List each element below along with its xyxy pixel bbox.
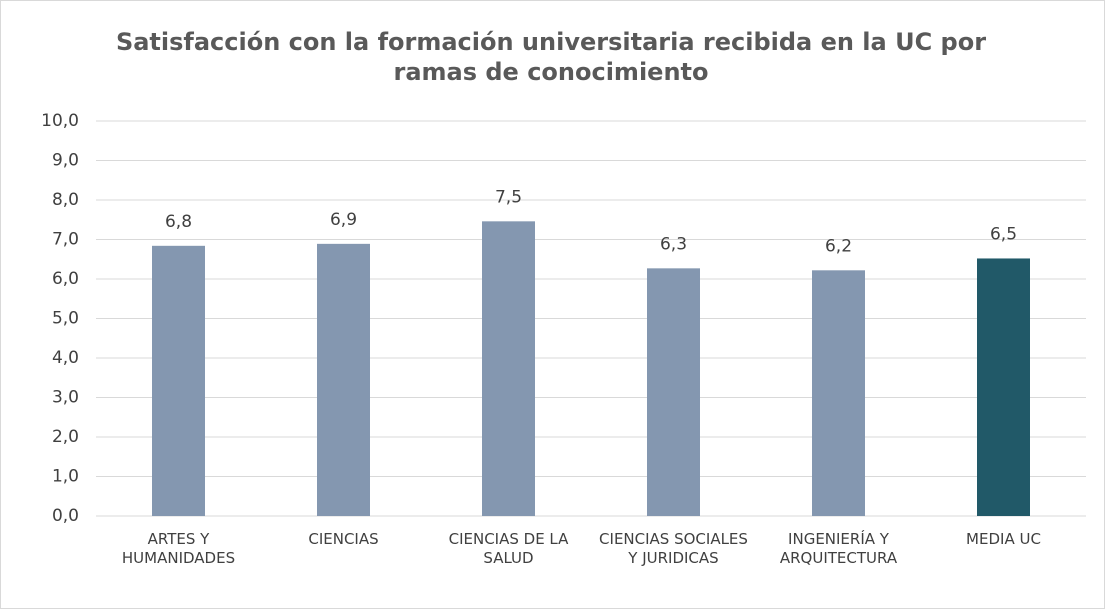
- y-tick-label: 1,0: [52, 467, 79, 487]
- data-label: 6,2: [825, 236, 852, 256]
- data-label: 7,5: [495, 187, 522, 207]
- y-tick-label: 10,0: [41, 111, 79, 131]
- x-tick-label: MEDIA UC: [966, 530, 1041, 548]
- data-label: 6,3: [660, 234, 687, 254]
- bar: [152, 245, 205, 516]
- y-tick-label: 6,0: [52, 269, 79, 289]
- x-tick-label: CIENCIAS: [308, 530, 379, 548]
- chart-title: Satisfacción con la formación universita…: [115, 28, 987, 86]
- x-tick-label: CIENCIAS DE LA SALUD: [448, 530, 569, 567]
- bar: [482, 221, 535, 516]
- x-tick-label: ARTES Y HUMANIDADES: [121, 530, 236, 567]
- y-tick-label: 4,0: [52, 348, 79, 368]
- bar: [647, 268, 700, 516]
- y-tick-label: 3,0: [52, 388, 79, 408]
- x-tick-label: INGENIERÍA Y ARQUITECTURA: [779, 530, 898, 567]
- y-tick-label: 2,0: [52, 427, 79, 447]
- bar: [977, 258, 1030, 516]
- data-label: 6,9: [330, 210, 357, 230]
- y-tick-label: 0,0: [52, 506, 79, 526]
- y-tick-label: 8,0: [52, 190, 79, 210]
- y-tick-label: 5,0: [52, 309, 79, 329]
- y-tick-label: 9,0: [52, 151, 79, 171]
- x-tick-label: CIENCIAS SOCIALES Y JURIDICAS: [599, 530, 748, 567]
- bar: [812, 270, 865, 516]
- y-tick-label: 7,0: [52, 230, 79, 250]
- data-label: 6,5: [990, 224, 1017, 244]
- data-label: 6,8: [165, 212, 192, 232]
- bar: [317, 243, 370, 516]
